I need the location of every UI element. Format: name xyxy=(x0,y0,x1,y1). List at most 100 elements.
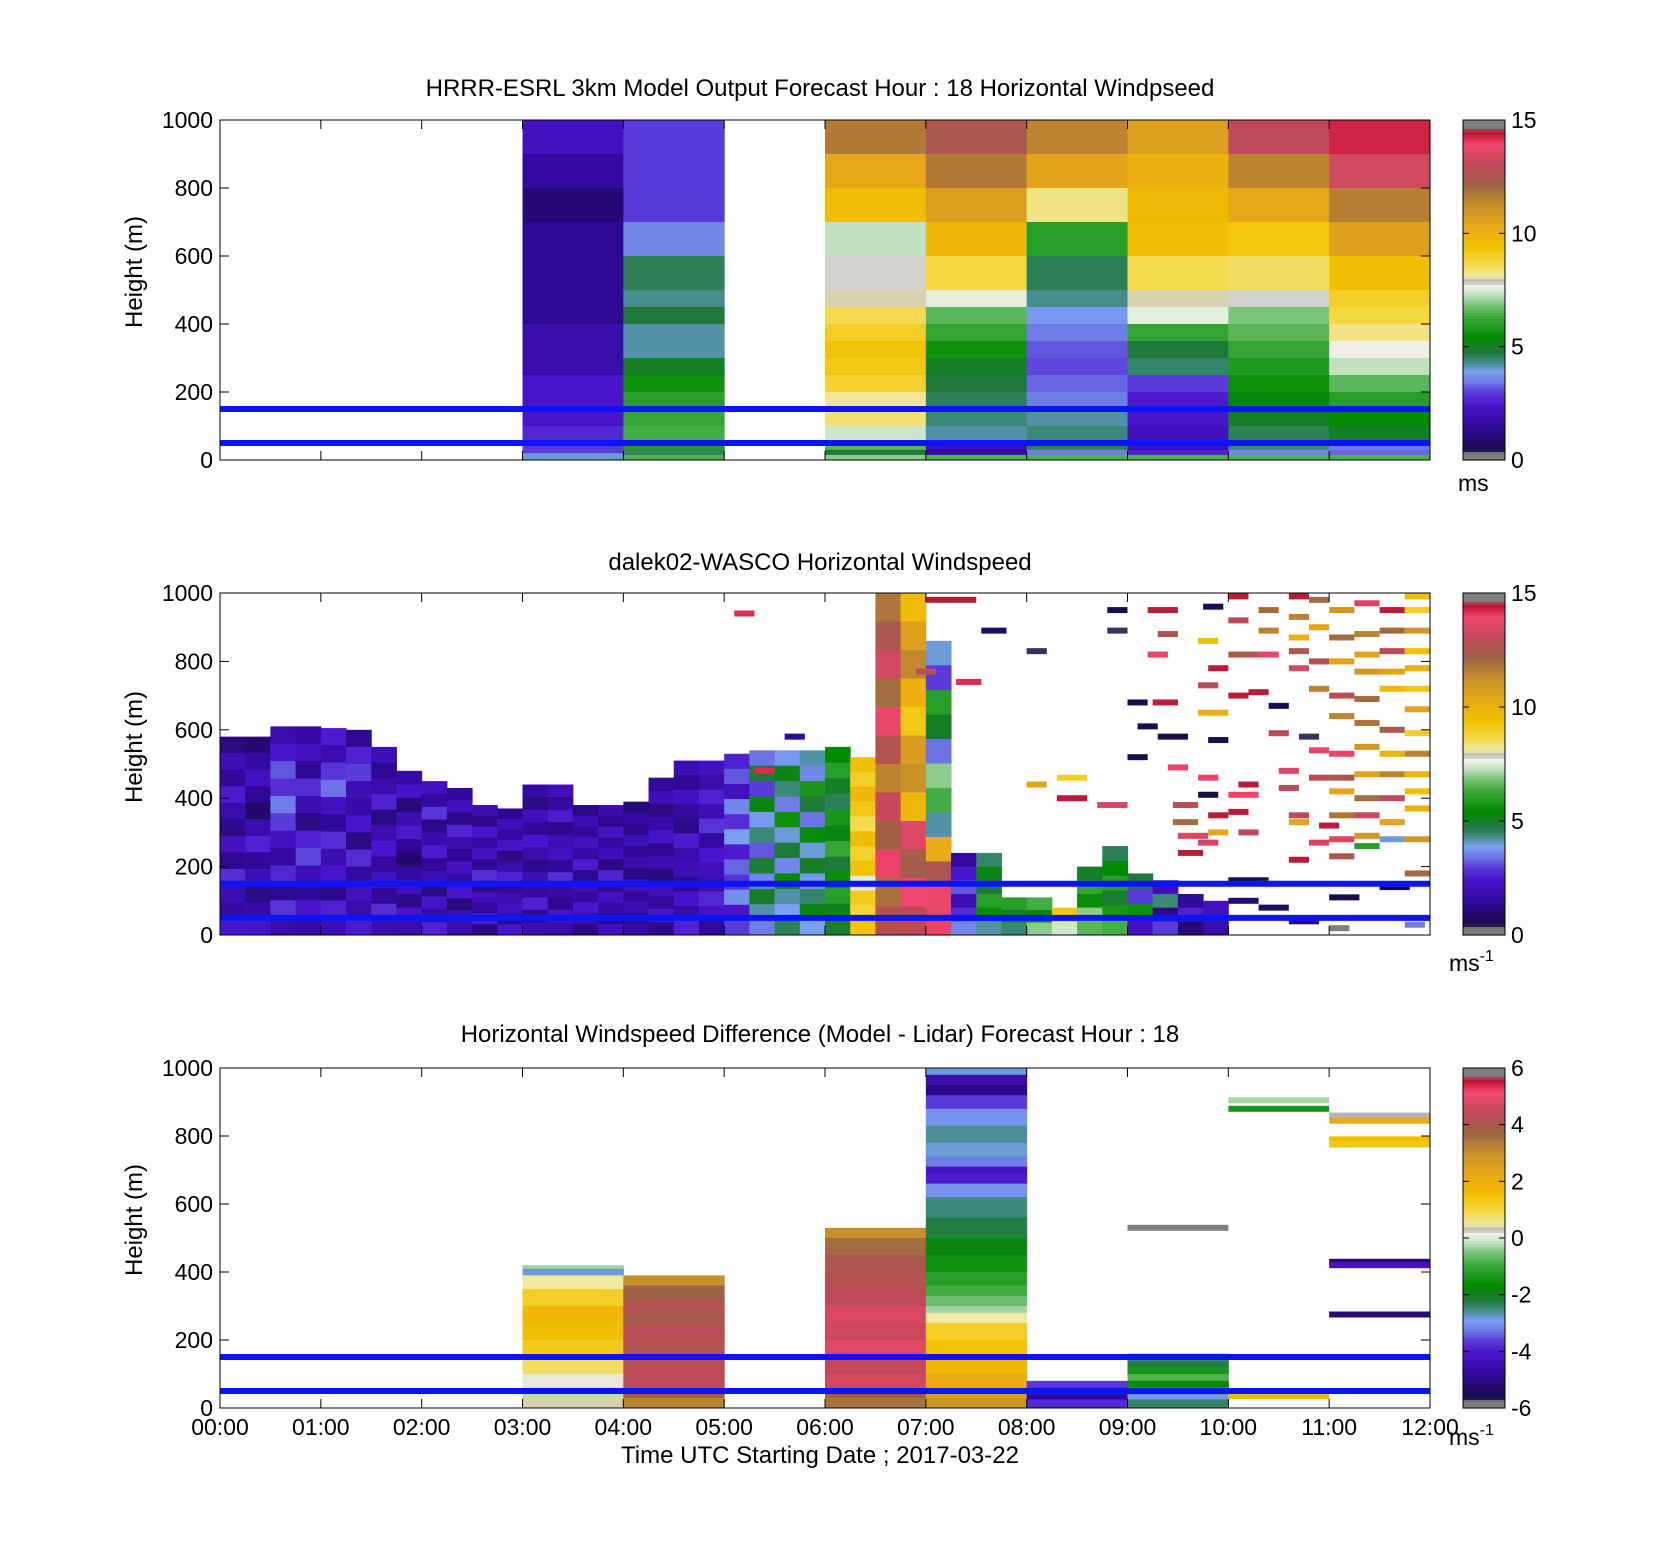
heatmap-cell xyxy=(320,848,347,867)
y-tick-label: 200 xyxy=(175,379,213,405)
heatmap-cell xyxy=(1127,154,1229,189)
heatmap-cell xyxy=(1127,324,1229,342)
heatmap-cell xyxy=(825,392,927,410)
heatmap-cell xyxy=(421,781,448,795)
heatmap-cell xyxy=(774,827,801,844)
colorbar-swatch xyxy=(1463,295,1505,300)
heatmap-cell xyxy=(900,735,927,765)
heatmap-cell xyxy=(875,650,902,679)
heatmap-cell xyxy=(925,812,952,838)
colorbar-swatch xyxy=(1463,236,1505,240)
heatmap-cell xyxy=(522,1357,624,1375)
heatmap-segment xyxy=(1404,836,1430,843)
heatmap-cell xyxy=(522,1323,624,1341)
heatmap-cell xyxy=(1177,921,1204,936)
colorbar-swatch xyxy=(1463,1396,1505,1401)
colorbar-swatch xyxy=(1463,895,1505,899)
heatmap-cell xyxy=(472,924,498,936)
heatmap-segment xyxy=(1107,627,1128,634)
colorbar-swatch xyxy=(1463,343,1505,348)
colorbar-swatch xyxy=(1463,292,1505,297)
heatmap-cell xyxy=(825,1227,927,1239)
heatmap-cell xyxy=(320,762,347,781)
colorbar-swatch xyxy=(1463,205,1505,209)
heatmap-cell xyxy=(1102,890,1128,906)
colorbar-swatch xyxy=(1463,253,1505,257)
heatmap-cell xyxy=(900,621,927,651)
heatmap-cell xyxy=(925,1197,1028,1219)
heatmap-segment xyxy=(915,668,936,675)
heatmap-cell xyxy=(396,784,423,799)
heatmap-cell xyxy=(925,409,1028,427)
heatmap-cell xyxy=(547,822,574,836)
heatmap-cell xyxy=(1228,324,1330,342)
heatmap-segment xyxy=(1379,627,1405,634)
heatmap-segment xyxy=(1354,812,1380,819)
heatmap-cell xyxy=(925,1312,1028,1324)
colorbar-swatch xyxy=(1463,618,1505,623)
colorbar-swatch xyxy=(1463,1172,1505,1177)
heatmap-cell xyxy=(825,1306,927,1324)
heatmap-cell xyxy=(774,811,801,828)
colorbar-swatch xyxy=(1463,1257,1505,1262)
heatmap-cell xyxy=(320,728,347,746)
colorbar-swatch xyxy=(1463,386,1505,390)
colorbar-swatch xyxy=(1463,920,1505,925)
heatmap-cell xyxy=(623,868,650,880)
heatmap-cell xyxy=(1228,120,1330,155)
colorbar-swatch xyxy=(1463,377,1505,382)
colorbar-swatch xyxy=(1463,903,1505,908)
colorbar-swatch xyxy=(1463,1218,1505,1222)
heatmap-cell xyxy=(900,764,927,793)
colorbar-swatch xyxy=(1463,1306,1505,1310)
heatmap-cell xyxy=(925,1183,1028,1198)
colorbar-swatch xyxy=(1463,1331,1505,1335)
heatmap-cell xyxy=(799,796,826,813)
heatmap-cell xyxy=(925,836,952,862)
heatmap-cell xyxy=(749,781,776,797)
heatmap-cell xyxy=(1026,358,1128,376)
colorbar-swatch xyxy=(1463,278,1505,283)
colorbar-swatch xyxy=(1463,168,1505,172)
colorbar-swatch xyxy=(1463,1147,1505,1151)
heatmap-cell xyxy=(1228,222,1330,257)
heatmap-segment xyxy=(1198,682,1219,689)
heatmap-cell xyxy=(648,790,675,805)
x-tick-label: 06:00 xyxy=(796,1414,854,1440)
colorbar-swatch xyxy=(1463,689,1505,694)
heatmap-cell xyxy=(270,795,297,814)
heatmap-cell xyxy=(1203,900,1229,919)
heatmap-cell xyxy=(825,1357,927,1375)
colorbar-swatch xyxy=(1463,1374,1505,1378)
heatmap-cell xyxy=(1329,154,1431,189)
heatmap-cell xyxy=(875,906,902,936)
heatmap-segment xyxy=(1354,719,1380,726)
colorbar-swatch xyxy=(1463,681,1505,685)
colorbar-swatch xyxy=(1463,872,1505,876)
colorbar-swatch xyxy=(1463,761,1505,765)
heatmap-cell xyxy=(522,1268,624,1276)
heatmap-cell xyxy=(270,848,297,866)
heatmap-cell xyxy=(572,859,599,871)
colorbar-swatch xyxy=(1463,346,1505,351)
heatmap-segment xyxy=(1137,723,1158,730)
colorbar-swatch xyxy=(1463,1158,1505,1163)
heatmap-cell xyxy=(925,426,1028,444)
colorbar-swatch xyxy=(1463,403,1505,407)
heatmap-segment xyxy=(1288,648,1309,655)
colorbar-swatch xyxy=(1463,162,1505,166)
colorbar-swatch xyxy=(1463,601,1505,605)
heatmap-cell xyxy=(1228,290,1330,308)
heatmap-cell xyxy=(850,846,876,862)
heatmap-segment xyxy=(1309,624,1330,631)
heatmap-segment xyxy=(1379,750,1405,757)
heatmap-cell xyxy=(623,1397,725,1409)
panel-2-colorbar: 0 5 10 15 xyxy=(1462,580,1537,948)
heatmap-cell xyxy=(724,783,750,800)
heatmap-cell xyxy=(1026,154,1128,189)
colorbar-swatch xyxy=(1463,687,1505,691)
y-tick-label: 800 xyxy=(175,1123,213,1149)
colorbar-swatch xyxy=(1463,352,1505,356)
colorbar-swatch xyxy=(1463,792,1505,796)
heatmap-cell xyxy=(774,750,801,767)
